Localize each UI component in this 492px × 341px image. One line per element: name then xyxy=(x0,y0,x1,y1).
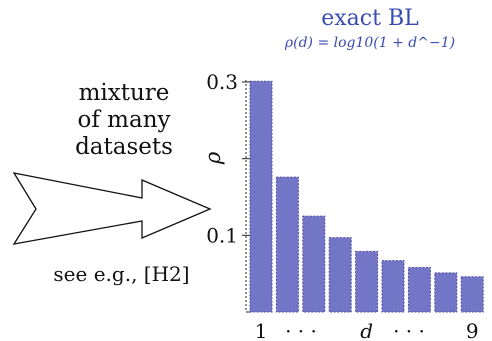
right-arrow-icon xyxy=(12,172,212,245)
x-tick-label: · · · xyxy=(393,319,425,341)
caption-line-3: datasets xyxy=(75,134,173,160)
y-axis-label: ρ xyxy=(201,151,225,165)
bar xyxy=(434,272,458,313)
bar xyxy=(460,276,484,313)
x-axis-label: d xyxy=(360,319,373,341)
chart-title: exact BL xyxy=(321,6,419,31)
x-tick-label: 9 xyxy=(466,319,479,341)
bar xyxy=(302,215,326,313)
bar xyxy=(355,250,379,313)
bar xyxy=(275,176,299,313)
bar xyxy=(381,260,405,313)
x-tick-label: 1 xyxy=(255,319,268,341)
citation-text: see e.g., [H2] xyxy=(53,262,190,286)
bar xyxy=(407,267,431,313)
bar xyxy=(249,80,273,313)
caption-line-1: mixture xyxy=(78,80,170,106)
x-tick-label: · · · xyxy=(285,319,317,341)
chart-formula: ρ(d) = log10(1 + d^−1) xyxy=(284,35,456,51)
bar-chart: 0.1 0.3 ρ 1 · · · d · · · 9 xyxy=(201,70,484,341)
y-tick-label: 0.1 xyxy=(206,223,238,247)
caption-line-2: of many xyxy=(77,107,171,133)
bar xyxy=(328,237,352,313)
y-tick-label: 0.3 xyxy=(206,70,238,94)
left-caption: mixture of many datasets xyxy=(44,80,204,161)
